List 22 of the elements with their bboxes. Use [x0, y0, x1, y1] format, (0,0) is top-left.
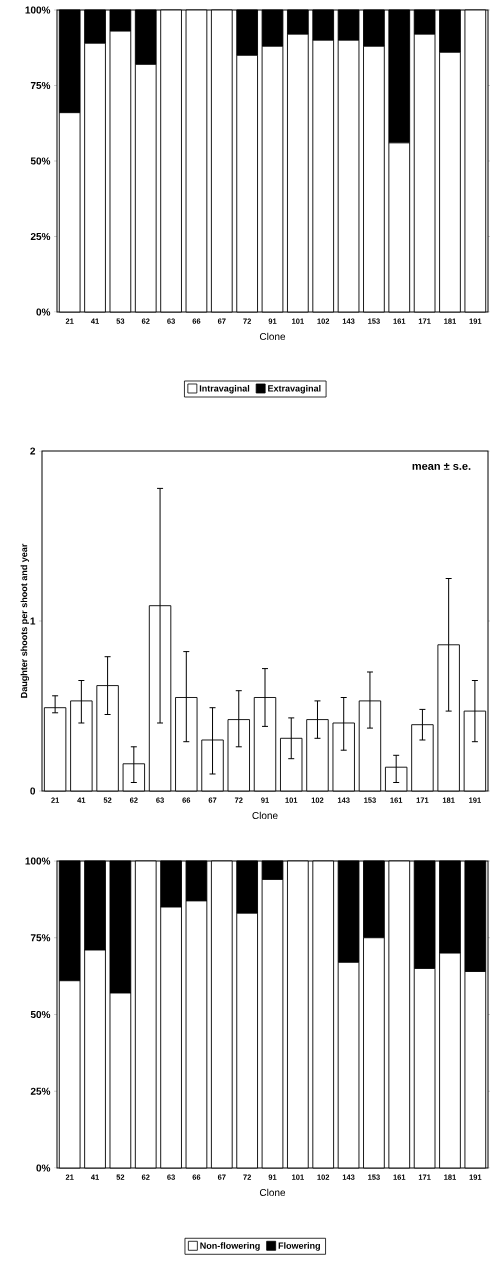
y-tick-label: 75% — [30, 81, 51, 90]
annotation: mean ± s.e. — [412, 463, 471, 470]
legend-label: Flowering — [278, 1242, 320, 1251]
y-tick-label: 100% — [25, 6, 51, 14]
y-tick-label: 1 — [30, 617, 36, 625]
y-tick-label: 2 — [30, 447, 36, 455]
x-axis-title: Clone — [259, 1188, 286, 1197]
y-tick-label: 0% — [36, 308, 51, 316]
x-axis-title: Clone — [259, 332, 286, 341]
y-axis-title: Daughter shoots per shoot and year — [20, 543, 30, 698]
y-tick-label: 100% — [25, 857, 51, 865]
legend-label: Intravaginal — [199, 384, 250, 394]
y-tick-label: 0 — [30, 787, 36, 795]
y-tick-label: 50% — [30, 157, 51, 165]
y-tick-label: 75% — [30, 934, 51, 942]
y-tick-label: 0% — [36, 1164, 51, 1172]
y-tick-label: 25% — [30, 1087, 51, 1095]
legend-label: Non-flowering — [200, 1242, 260, 1251]
legend-label: Extravaginal — [268, 384, 321, 394]
y-tick-label: 50% — [30, 1010, 51, 1019]
y-tick-label: 25% — [30, 232, 51, 241]
x-axis-title: Clone — [252, 811, 278, 820]
